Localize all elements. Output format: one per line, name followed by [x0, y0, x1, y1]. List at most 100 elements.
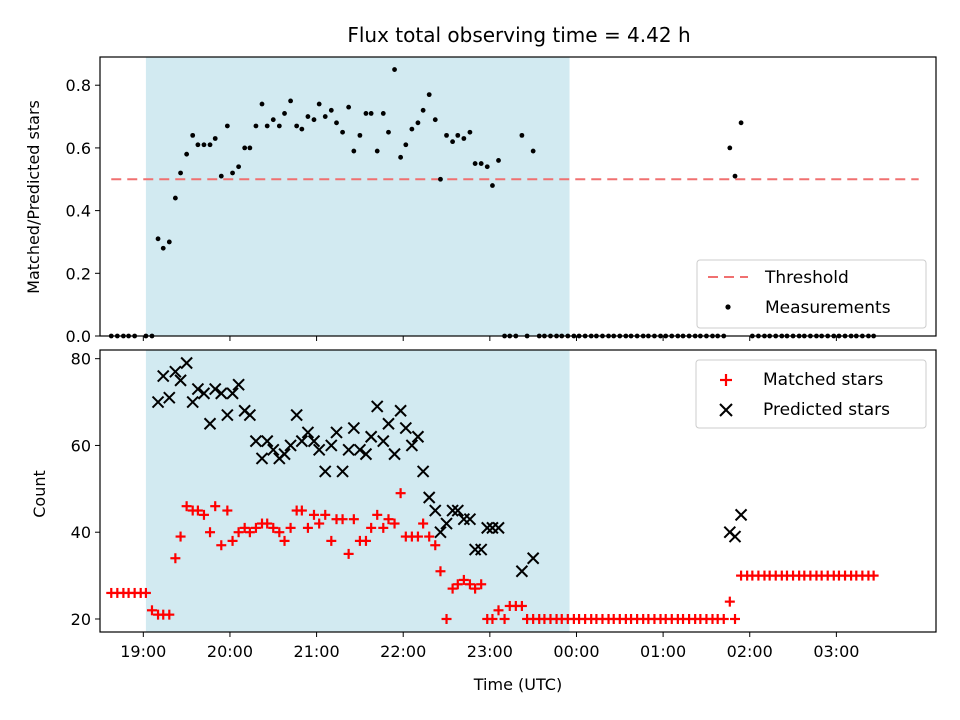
legend-threshold-label: Threshold: [764, 268, 849, 288]
matched-point: [146, 605, 157, 616]
matched-point: [337, 514, 348, 525]
measurement-point: [340, 129, 345, 135]
top-y-axis-label: Matched/Predicted stars: [24, 100, 43, 294]
matched-point: [487, 613, 498, 624]
matched-point: [464, 579, 475, 590]
measurement-point: [264, 123, 270, 129]
measurement-point: [160, 245, 166, 251]
bottom-x-ticks: 19:00 20:00 21:00 22:00 23:00 00:00 01:00 02:00…: [120, 632, 859, 661]
measurement-point: [166, 239, 172, 245]
bottom-y-axis-label: Count: [30, 470, 49, 518]
predicted-point: [474, 543, 488, 556]
predicted-point: [221, 408, 234, 422]
top-legend: Threshold Measurements: [696, 259, 927, 329]
measurement-point: [305, 114, 311, 119]
bottom-y-ticks: 20 40 60 80: [71, 350, 100, 629]
matched-point: [170, 553, 181, 564]
matched-point: [326, 535, 337, 546]
matched-point: [274, 527, 285, 538]
measurement-point: [738, 120, 744, 126]
measurement-point: [322, 114, 328, 119]
matched-point: [718, 613, 729, 624]
measurement-point: [201, 142, 207, 148]
top-x-ticks: [142, 336, 837, 341]
measurement-point: [242, 145, 248, 151]
predicted-point: [290, 408, 303, 422]
predicted-point: [249, 434, 263, 448]
matched-point: [348, 514, 359, 525]
predicted-point: [371, 400, 384, 413]
measurement-point: [294, 123, 300, 129]
matched-point: [378, 522, 389, 533]
measurement-point: [172, 195, 178, 201]
predicted-point: [243, 408, 257, 422]
measurement-point: [432, 117, 438, 123]
predicted-point: [203, 417, 217, 430]
predicted-point: [451, 504, 464, 517]
measurement-point: [299, 126, 305, 132]
predicted-point: [226, 387, 239, 400]
matched-point: [314, 518, 325, 529]
matched-point: [435, 566, 446, 577]
predicted-point: [209, 382, 222, 396]
predicted-point: [267, 443, 280, 456]
measurement-point: [398, 154, 404, 160]
predicted-point: [330, 426, 343, 439]
measurement-point: [230, 170, 235, 176]
predicted-point: [515, 565, 529, 578]
measurement-point: [438, 176, 443, 182]
predicted-point: [307, 434, 321, 448]
measurement-point: [455, 132, 461, 138]
measurement-point: [346, 104, 352, 110]
predicted-point: [342, 443, 355, 456]
predicted-point: [301, 426, 315, 439]
bottom-y-tick-label: 20: [71, 610, 91, 629]
measurement-point: [236, 164, 242, 170]
measurement-point: [184, 151, 190, 157]
predicted-point: [215, 387, 228, 400]
matched-point: [222, 505, 233, 516]
legend-measurements-label: Measurements: [765, 298, 891, 318]
matched-point: [458, 574, 469, 585]
measurement-point: [247, 145, 253, 151]
predicted-point: [411, 430, 425, 443]
measurement-point: [351, 148, 357, 154]
predicted-point: [255, 452, 269, 465]
matched-point: [296, 505, 307, 516]
measurement-point: [316, 101, 322, 107]
predicted-point: [232, 378, 245, 391]
measurement-point: [328, 107, 334, 113]
matched-point: [441, 613, 452, 624]
measurement-point: [386, 129, 391, 135]
measurement-point: [207, 142, 213, 148]
predicted-point: [180, 356, 193, 370]
x-tick-label: 00:00: [553, 642, 599, 661]
chart-title: Flux total observing time = 4.42 h: [347, 23, 690, 47]
matched-point: [244, 527, 255, 538]
top-y-tick-label: 0.0: [66, 327, 91, 346]
bottom-legend: Matched stars Predicted stars: [695, 359, 927, 429]
matched-point: [418, 518, 429, 529]
predicted-point: [377, 434, 390, 448]
predicted-point: [191, 382, 205, 396]
top-y-tick-label: 0.2: [66, 264, 91, 283]
predicted-point: [463, 512, 477, 526]
measurement-point: [178, 170, 183, 176]
bottom-observing-window: [145, 350, 570, 632]
matched-point: [268, 522, 279, 533]
measurement-point: [218, 173, 224, 179]
legend-matched-swatch: [720, 374, 732, 386]
predicted-point: [319, 465, 332, 478]
bottom-panel: 20 40 60 80 19:00 20:00 21:00 22:00 23:00 00:00 0…: [30, 349, 937, 694]
predicted-point: [399, 421, 413, 435]
matched-point: [205, 527, 216, 538]
legend-matched-label: Matched stars: [763, 370, 883, 390]
matched-point: [499, 613, 510, 624]
matched-point: [476, 579, 487, 590]
matched-point: [192, 505, 203, 516]
measurement-point: [374, 148, 380, 154]
bottom-legend-box: [695, 359, 927, 429]
matched-point: [302, 522, 313, 533]
matched-point: [250, 522, 261, 533]
